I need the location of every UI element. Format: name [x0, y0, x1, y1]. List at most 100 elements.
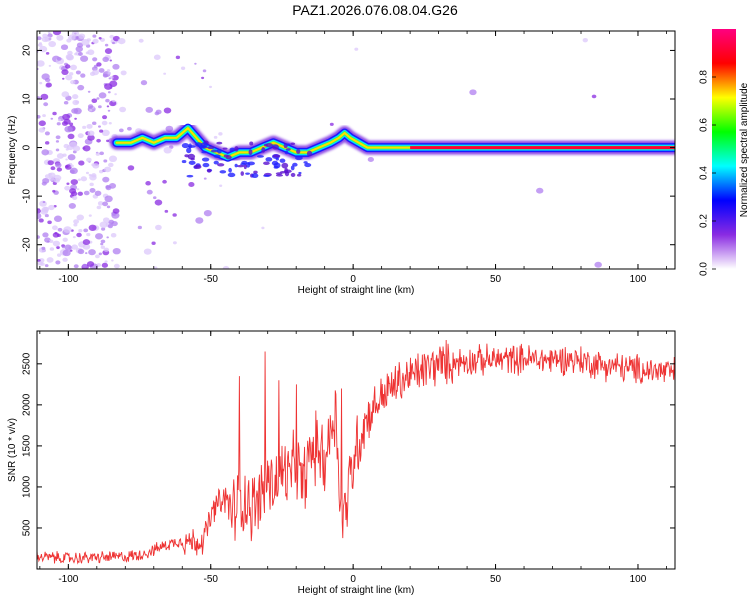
ridge-scatter-blob: [256, 155, 264, 158]
spectrogram-noise-blob: [104, 43, 109, 47]
y-tick-label: 500: [22, 519, 33, 536]
spectrogram-noise-blob: [37, 258, 41, 262]
x-tick-label: 0: [350, 274, 356, 285]
spectrogram-noise-blob: [55, 135, 61, 140]
spectrogram-noise-blob: [87, 49, 95, 56]
spectrogram-noise-blob: [175, 55, 181, 60]
snr-y-label: SNR (10 * v/v): [7, 418, 18, 482]
spectrogram-noise-blob: [53, 177, 60, 183]
spectrogram-noise-blob: [70, 79, 76, 85]
spectrogram-noise-blob: [112, 99, 116, 103]
spectrogram-noise-blob: [56, 35, 64, 41]
spectrogram-noise-blob: [77, 191, 83, 196]
spectrogram-noise-blob: [108, 77, 111, 80]
spectrogram-noise-blob: [69, 249, 73, 252]
spectrogram-noise-blob: [42, 114, 46, 118]
ridge-scatter-blob: [243, 164, 247, 170]
spectrogram-noise-blob: [140, 80, 148, 86]
spectrogram-noise-blob: [78, 33, 86, 39]
spectrogram-noise-blob: [52, 189, 56, 193]
ridge-scatter-blob: [202, 162, 210, 168]
spectrogram-noise-blob: [63, 226, 72, 233]
spectrogram-noise-blob: [154, 111, 160, 116]
ridge-scatter-blob: [306, 150, 313, 157]
spectrogram-noise-blob: [48, 239, 54, 244]
spectrogram-noise-blob: [73, 264, 79, 269]
ridge-scatter-blob: [186, 174, 194, 178]
spectrogram-noise-blob: [96, 97, 100, 100]
ridge-scatter-blob: [222, 147, 228, 150]
ridge-scatter-blob: [248, 149, 253, 156]
ridge-scatter-blob: [210, 149, 219, 153]
ridge-scatter-blob: [284, 150, 289, 155]
spectrogram-noise-blob: [96, 205, 102, 210]
spectrogram-noise-blob: [98, 37, 102, 40]
ridge-scatter-blob: [190, 157, 195, 161]
spectrogram-noise-blob: [107, 71, 112, 75]
spectrogram-noise-blob: [222, 265, 230, 269]
spectrogram-noise-blob: [137, 225, 142, 230]
spectrogram-noise-blob: [155, 224, 162, 231]
spectrogram-ridge: [109, 121, 675, 179]
ridge-scatter-blob: [234, 163, 238, 168]
spectrogram-noise-blob: [41, 73, 50, 81]
spectrogram-noise-blob: [104, 166, 112, 173]
ridge-scatter-blob: [253, 170, 258, 174]
spectrogram-noise-blob: [65, 165, 69, 168]
spectrogram-noise-blob: [69, 167, 78, 175]
y-tick-label: -20: [22, 237, 33, 252]
spectrogram-noise-blob: [203, 209, 212, 217]
spectrogram-noise-blob: [105, 98, 110, 103]
spectrogram-noise-blob: [98, 68, 105, 73]
ridge-scatter-blob: [273, 165, 279, 169]
ridge-scatter-blob: [290, 165, 295, 171]
y-tick-label: 2000: [22, 393, 33, 416]
spectrogram-noise-blob: [108, 155, 118, 163]
ridge-scatter-blob: [229, 147, 236, 152]
spectrogram-noise-blob: [145, 106, 154, 113]
spectrogram-noise-blob: [89, 108, 93, 112]
ridge-scatter-blob: [193, 164, 202, 170]
spectrogram-noise-blob: [102, 73, 108, 78]
spectrogram-noise-blob: [100, 242, 104, 246]
spectrogram-noise-blob: [40, 93, 49, 100]
ridge-scatter-blob: [279, 158, 286, 163]
spectrogram-noise-blob: [92, 34, 97, 38]
ridge-scatter-blob: [290, 172, 296, 177]
spectrogram-noise-blob: [63, 100, 69, 105]
spectrogram-noise-blob: [88, 224, 97, 231]
spectrogram-noise-blob: [67, 133, 75, 140]
spectrogram-noise-blob: [99, 169, 104, 174]
spectrogram-noise-blob: [469, 89, 477, 96]
spectrogram-noise-blob: [83, 228, 89, 233]
spectrogram-noise-blob: [76, 232, 82, 238]
ridge-scatter-blob: [213, 160, 219, 165]
spectrogram-noise-blob: [70, 164, 74, 168]
y-tick-label: -10: [22, 188, 33, 203]
spectrogram-noise-blob: [37, 96, 41, 100]
spectrogram-noise-blob: [47, 31, 51, 34]
spectrogram-noise-blob: [77, 133, 84, 139]
spectrogram-noise-blob: [98, 252, 103, 256]
ridge-scatter-blob: [228, 167, 232, 173]
ridge-scatter-blob: [234, 146, 239, 152]
snr-panel: -100 -50 0 50 100 500 1000 1500 2000 2500 Height…: [7, 330, 676, 596]
spectrogram-noise-blob: [55, 162, 62, 168]
spectrogram-noise-blob: [91, 163, 96, 167]
ridge-scatter-blob: [245, 172, 250, 175]
ridge-scatter-blob: [272, 154, 281, 158]
spectrogram-noise-blob: [154, 199, 163, 206]
spectrogram-noise-blob: [67, 127, 73, 132]
ridge-scatter-blob: [201, 157, 210, 162]
spectrogram-noise-blob: [202, 69, 207, 73]
ridge-scatter-blob: [285, 143, 291, 146]
x-tick-label: 50: [490, 274, 502, 285]
spectrogram-noise-blob: [103, 159, 108, 163]
spectrogram-noise-blob: [112, 247, 121, 255]
spectrogram-noise-blob: [72, 99, 79, 106]
spectrogram-noise-blob: [46, 257, 54, 263]
snr-x-axis: -100 -50 0 50 100: [39, 331, 667, 585]
snr-y-axis: 500 1000 1500 2000 2500: [22, 352, 675, 536]
spectrogram-noise-blob: [71, 108, 79, 114]
